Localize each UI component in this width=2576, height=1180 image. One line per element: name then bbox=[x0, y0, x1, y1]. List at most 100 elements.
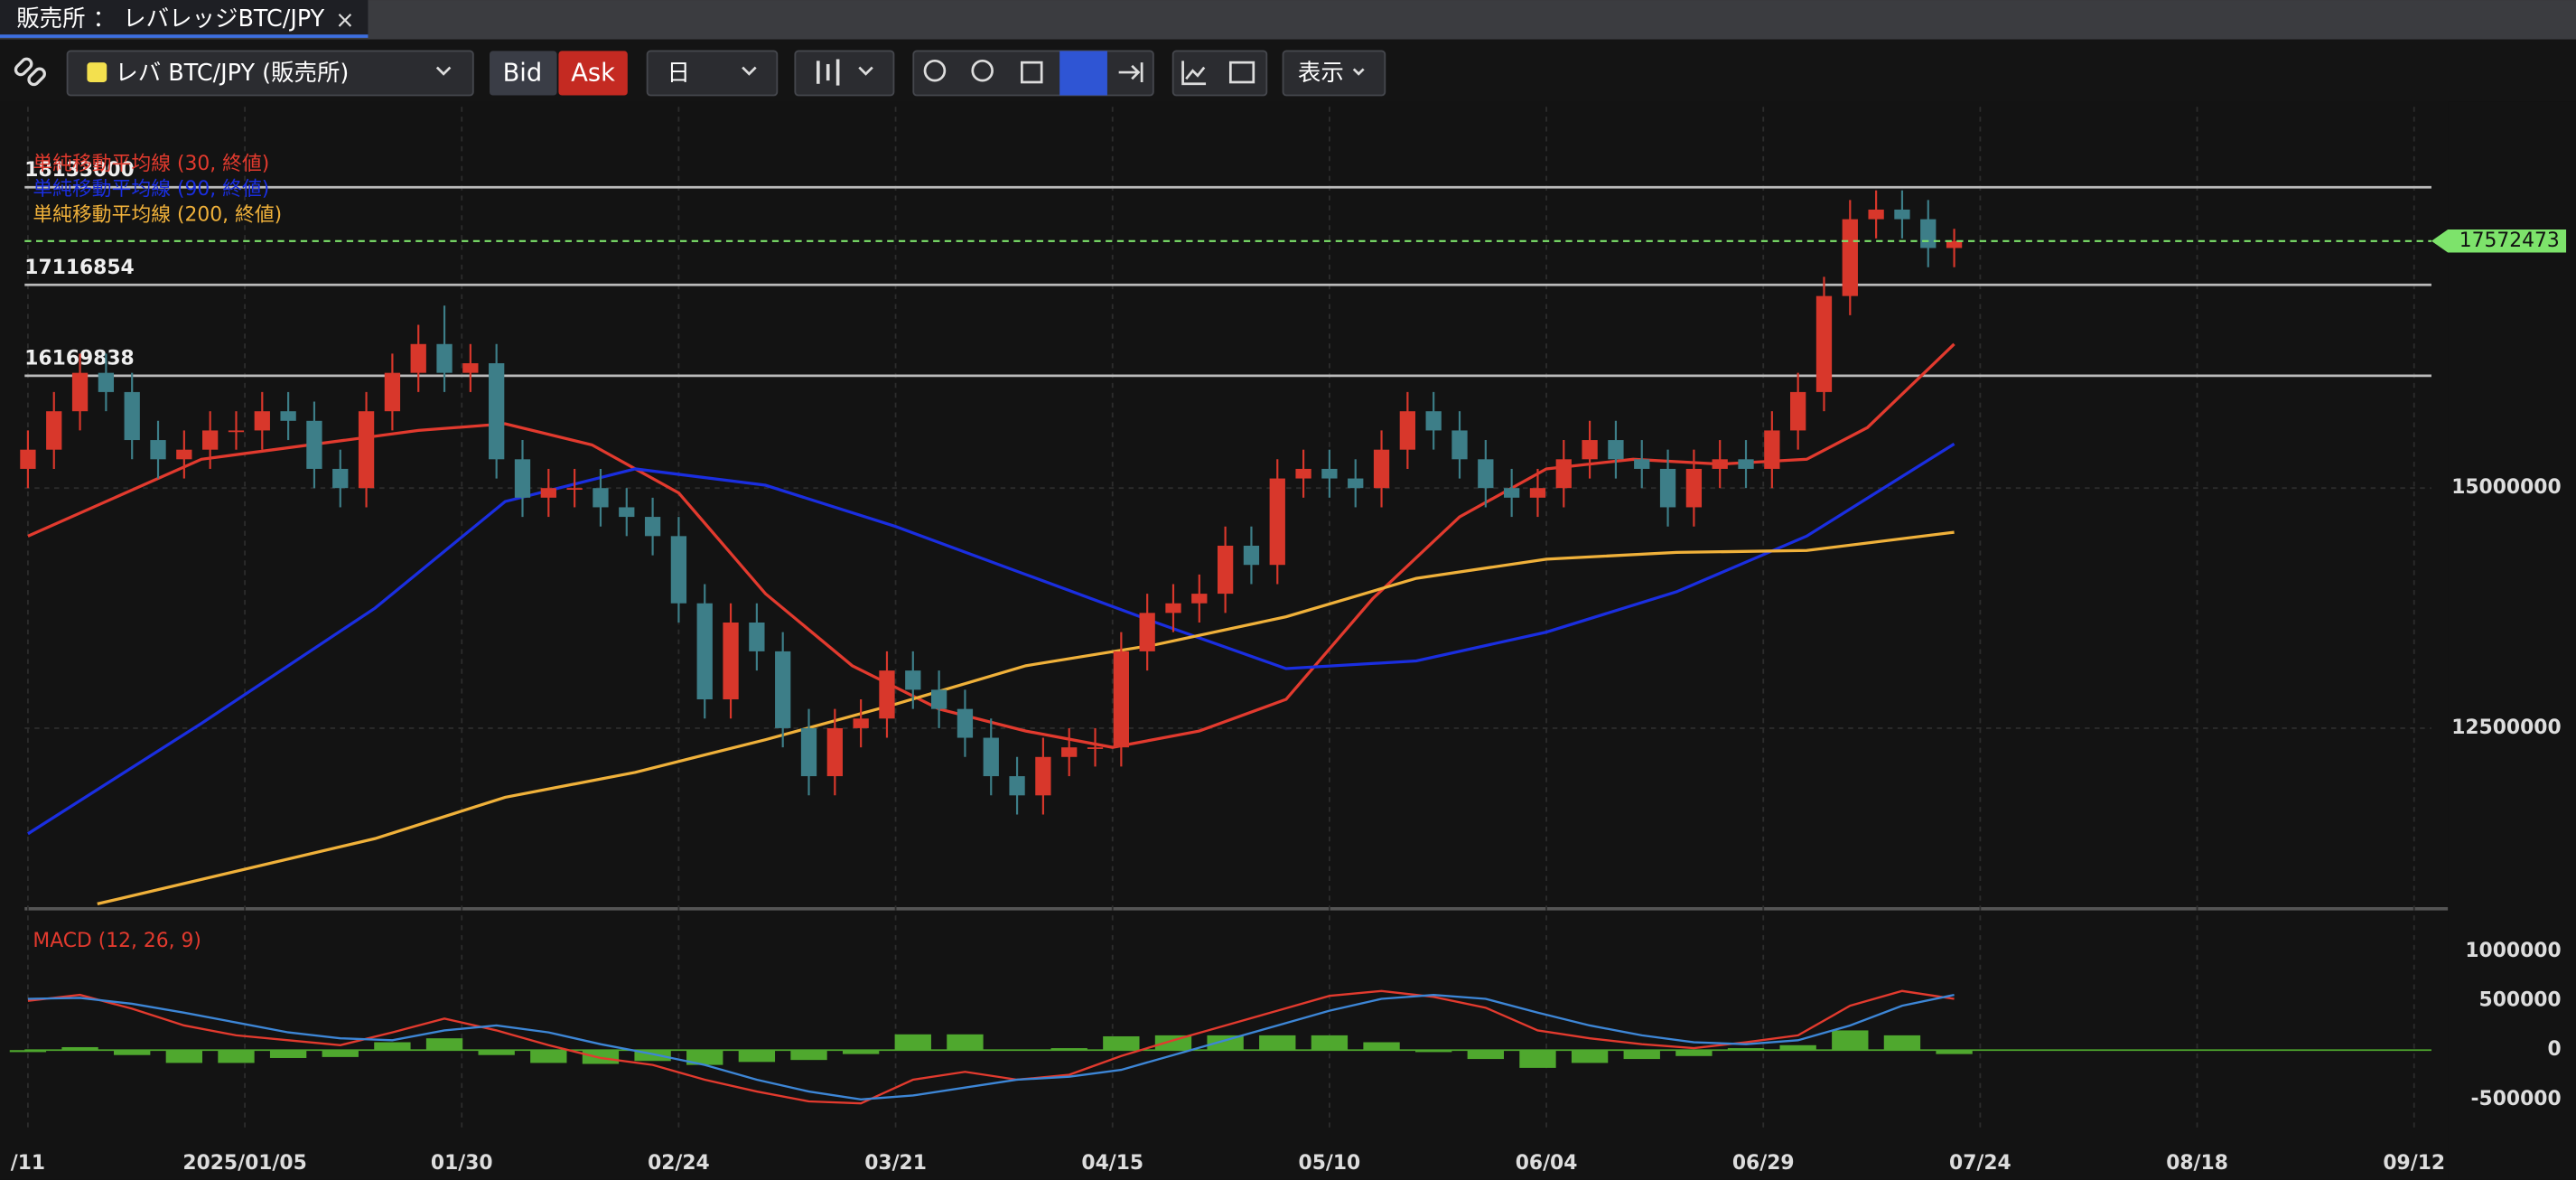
panel-title: MACD (12, 26, 9) bbox=[33, 930, 201, 952]
histogram-bar bbox=[1675, 1050, 1713, 1056]
zoom-in[interactable] bbox=[923, 59, 947, 82]
macd-line bbox=[27, 989, 1955, 1105]
candle-body bbox=[957, 708, 974, 738]
histogram-bar bbox=[374, 1042, 411, 1051]
histogram-bar bbox=[1832, 1030, 1869, 1051]
moving-average bbox=[97, 530, 1955, 905]
interval-select[interactable] bbox=[646, 50, 779, 97]
symbol-select[interactable] bbox=[66, 50, 474, 97]
candle-body bbox=[462, 363, 479, 373]
candle-body bbox=[514, 459, 531, 498]
candle-body bbox=[1191, 594, 1208, 604]
candle-body bbox=[1399, 411, 1416, 450]
candle-body bbox=[1659, 468, 1676, 508]
candle-body bbox=[1920, 219, 1937, 248]
x-tick-label: 03/21 bbox=[864, 1152, 927, 1175]
price-axis-panel bbox=[2448, 101, 2576, 1180]
x-tick-label: 01/30 bbox=[431, 1152, 493, 1175]
y-tick-label: 12500000 bbox=[2451, 716, 2561, 739]
candle-body bbox=[1373, 449, 1390, 489]
x-tick-label: 06/04 bbox=[1516, 1152, 1578, 1175]
interval-label: 日 bbox=[667, 60, 689, 87]
histogram-bar bbox=[1415, 1050, 1452, 1053]
histogram-bar bbox=[1883, 1035, 1921, 1051]
candle-body bbox=[593, 488, 609, 508]
candle-body bbox=[1165, 603, 1181, 613]
candle-body bbox=[619, 507, 635, 518]
histogram-bar bbox=[269, 1050, 307, 1058]
candle-body bbox=[384, 372, 401, 412]
candle-body bbox=[1269, 478, 1285, 566]
candle-body bbox=[254, 411, 270, 431]
candle-body bbox=[1321, 468, 1338, 479]
scroll-end[interactable] bbox=[1118, 62, 1143, 82]
zoom-tools bbox=[912, 50, 1154, 97]
candle-body bbox=[1061, 747, 1078, 757]
indicator-tool[interactable] bbox=[1181, 61, 1207, 86]
histogram-bar bbox=[9, 1050, 47, 1053]
ask-button[interactable] bbox=[558, 51, 628, 96]
histogram-bar bbox=[165, 1050, 203, 1063]
histogram-bar bbox=[1571, 1050, 1609, 1063]
lock-tool[interactable] bbox=[1059, 51, 1107, 96]
candle-body bbox=[176, 449, 192, 460]
chevron bbox=[742, 66, 757, 76]
candle-body bbox=[1451, 430, 1468, 460]
candle-body bbox=[1764, 430, 1780, 469]
candle-body bbox=[1425, 411, 1442, 431]
candle-body bbox=[202, 430, 219, 450]
candle-body bbox=[1582, 440, 1598, 460]
candle-body bbox=[930, 689, 947, 709]
y-tick-label: 0 bbox=[2547, 1038, 2561, 1061]
y-tick-label: 500000 bbox=[2479, 989, 2562, 1012]
display-select[interactable] bbox=[1282, 50, 1386, 97]
candle-body bbox=[696, 603, 713, 700]
tab-title: 販売所 ： レバレッジBTC/JPY bbox=[16, 5, 324, 33]
histogram-bar bbox=[1363, 1042, 1400, 1051]
bid-button[interactable] bbox=[490, 51, 557, 96]
candle-body bbox=[1503, 488, 1520, 498]
x-tick-label: 08/18 bbox=[2166, 1152, 2228, 1175]
level-label: 17116854 bbox=[24, 257, 134, 279]
histogram-bar bbox=[1936, 1050, 1973, 1054]
candle-body bbox=[1946, 240, 1963, 248]
candle-body bbox=[1555, 459, 1572, 489]
fit-tool[interactable] bbox=[1020, 61, 1043, 84]
candle-body bbox=[436, 343, 453, 373]
histogram-bar bbox=[1519, 1050, 1556, 1068]
candle-body bbox=[1685, 468, 1703, 508]
candle-body bbox=[306, 420, 322, 469]
histogram-bar bbox=[686, 1050, 723, 1065]
candle-body bbox=[1529, 488, 1546, 498]
candle-body bbox=[150, 440, 166, 460]
macd-line bbox=[27, 993, 1955, 1101]
candle-body bbox=[1894, 209, 1910, 220]
candle-body bbox=[489, 363, 505, 460]
tab-close[interactable]: × bbox=[335, 7, 354, 34]
chart-type-select[interactable] bbox=[794, 50, 895, 97]
legend-entry: 単純移動平均線 (90, 終値) bbox=[33, 178, 269, 201]
compare-tool[interactable] bbox=[1228, 61, 1255, 84]
candle-body bbox=[1113, 651, 1129, 748]
tab-bar bbox=[0, 0, 2576, 40]
tab[interactable] bbox=[0, 0, 369, 37]
candle-body bbox=[280, 411, 296, 421]
last-price-label: 17572473 bbox=[2459, 229, 2560, 252]
x-tick-label: 09/12 bbox=[2383, 1152, 2445, 1175]
candle-body bbox=[1478, 459, 1494, 489]
candle-body bbox=[1243, 545, 1260, 566]
bid-label: Bid bbox=[503, 59, 543, 87]
candle-body bbox=[332, 468, 349, 489]
histogram-bar bbox=[425, 1038, 463, 1051]
candle-body bbox=[1608, 440, 1624, 460]
x-tick-label: /11 bbox=[11, 1152, 45, 1175]
x-tick-label: 06/29 bbox=[1732, 1152, 1795, 1175]
symbol-color bbox=[87, 62, 107, 82]
zoom-out[interactable] bbox=[971, 59, 994, 82]
level-label: 18133000 bbox=[24, 159, 134, 182]
candle-body bbox=[800, 727, 817, 777]
link-icon[interactable] bbox=[14, 57, 46, 87]
